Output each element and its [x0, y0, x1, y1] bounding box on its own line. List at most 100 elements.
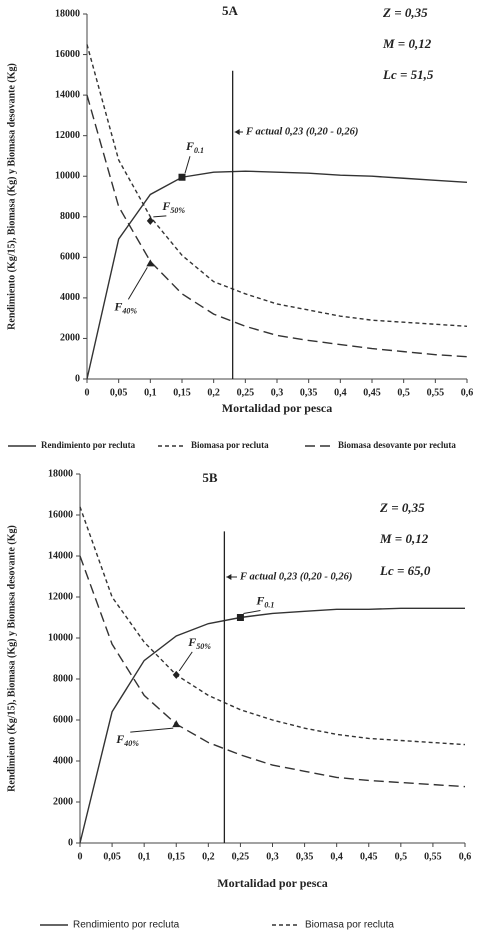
parameter: M = 0,12: [379, 531, 429, 546]
y-tick-label: 10000: [48, 632, 73, 643]
y-tick-label: 6000: [60, 252, 80, 263]
x-tick-label: 0: [85, 387, 90, 398]
marker-label: F50%: [187, 635, 211, 651]
y-tick-label: 12000: [48, 591, 73, 602]
x-tick-label: 0,35: [300, 387, 318, 398]
y-tick-label: 2000: [60, 333, 80, 344]
parameter: Z = 0,35: [379, 500, 425, 515]
marker-label: F50%: [161, 199, 185, 215]
marker-label-sub: 50%: [196, 642, 211, 651]
series-line: [86, 44, 468, 327]
arrow: [130, 727, 174, 733]
y-tick-label: 14000: [55, 89, 80, 100]
series-line: [86, 94, 468, 358]
x-tick-label: 0,45: [360, 851, 378, 862]
vline-label: F actual 0,23 (0,20 - 0,26): [239, 571, 352, 582]
y-tick-label: 0: [68, 837, 73, 848]
x-axis-label: Mortalidad por pesca: [222, 401, 332, 415]
x-tick-label: 0,25: [237, 387, 255, 398]
x-tick-label: 0,5: [397, 387, 410, 398]
arrow: [127, 267, 148, 300]
x-tick-label: 0,1: [138, 851, 151, 862]
y-tick-label: 8000: [53, 673, 73, 684]
series-line: [79, 607, 465, 844]
x-tick-label: 0,15: [173, 387, 191, 398]
legend-label: Biomasa por recluta: [191, 440, 269, 450]
y-tick-label: 10000: [55, 171, 80, 182]
arrow: [243, 610, 261, 614]
x-tick-label: 0,25: [232, 851, 250, 862]
arrow: [184, 156, 191, 174]
marker-label: F0.1: [255, 593, 274, 609]
arrow-head: [234, 129, 240, 135]
x-tick-label: 0,6: [459, 851, 472, 862]
x-tick-label: 0,6: [461, 387, 474, 398]
x-tick-label: 0,2: [207, 387, 220, 398]
x-tick-label: 0,4: [334, 387, 347, 398]
x-tick-label: 0,55: [424, 851, 442, 862]
legend-label: Rendimiento por recluta: [73, 920, 180, 931]
marker-label-sub: 0.1: [194, 146, 204, 155]
x-tick-label: 0: [78, 851, 83, 862]
vline-label: F actual 0,23 (0,20 - 0,26): [245, 126, 358, 137]
x-tick-label: 0,1: [144, 387, 157, 398]
marker-label: F40%: [115, 732, 139, 748]
legend-label: Biomasa desovante por recluta: [338, 440, 456, 450]
parameter: M = 0,12: [382, 36, 432, 51]
parameter: Z = 0,35: [382, 5, 428, 20]
x-tick-label: 0,35: [296, 851, 314, 862]
y-tick-label: 16000: [48, 509, 73, 520]
marker-label-main: F: [115, 732, 124, 746]
marker: [172, 670, 180, 679]
marker-label: F0.1: [185, 139, 204, 155]
y-tick-label: 18000: [48, 468, 73, 479]
arrow: [153, 215, 167, 218]
legend-label: Rendimiento por recluta: [41, 440, 136, 450]
y-tick-label: 4000: [60, 292, 80, 303]
marker-label-sub: 50%: [170, 206, 185, 215]
x-tick-label: 0,4: [330, 851, 343, 862]
y-tick-label: 12000: [55, 130, 80, 141]
x-tick-label: 0,05: [110, 387, 128, 398]
marker-label-main: F: [187, 635, 196, 649]
y-tick-label: 14000: [48, 550, 73, 561]
marker-label-sub: 40%: [121, 306, 137, 315]
series-line: [79, 555, 466, 788]
x-tick-label: 0,2: [202, 851, 215, 862]
legend-label: Biomasa por recluta: [305, 920, 394, 931]
marker-label-sub: 40%: [123, 739, 139, 748]
y-tick-label: 16000: [55, 49, 80, 60]
series-line: [79, 506, 466, 746]
marker: [146, 259, 155, 267]
marker: [146, 216, 154, 225]
x-tick-label: 0,3: [266, 851, 279, 862]
arrow-head: [226, 574, 232, 580]
x-tick-label: 0,05: [103, 851, 121, 862]
x-tick-label: 0,55: [427, 387, 445, 398]
x-tick-label: 0,5: [395, 851, 408, 862]
marker-label-sub: 0.1: [264, 600, 274, 609]
y-tick-label: 8000: [60, 211, 80, 222]
series-line: [86, 170, 468, 380]
arrow: [178, 651, 193, 672]
marker-label-main: F: [113, 299, 122, 313]
y-tick-label: 4000: [53, 755, 73, 766]
y-tick-label: 2000: [53, 796, 73, 807]
x-tick-label: 0,3: [271, 387, 284, 398]
marker-label-main: F: [185, 139, 194, 153]
marker-label: F40%: [113, 299, 137, 315]
marker: [236, 614, 244, 621]
parameter: Lc = 51,5: [382, 67, 434, 82]
y-tick-label: 6000: [53, 714, 73, 725]
y-tick-label: 18000: [55, 8, 80, 19]
x-tick-label: 0,15: [168, 851, 186, 862]
x-axis-label: Mortalidad por pesca: [217, 876, 327, 890]
marker-label-main: F: [161, 199, 170, 213]
marker: [172, 720, 181, 728]
marker: [178, 173, 186, 181]
chart-title: 5A: [222, 3, 239, 18]
y-axis-label: Rendimiento (Kg/15), Biomasa (Kg) y Biom…: [6, 525, 17, 792]
y-axis-label: Rendimiento (Kg/15), Biomasa (Kg) y Biom…: [6, 63, 17, 330]
parameter: Lc = 65,0: [379, 563, 431, 578]
